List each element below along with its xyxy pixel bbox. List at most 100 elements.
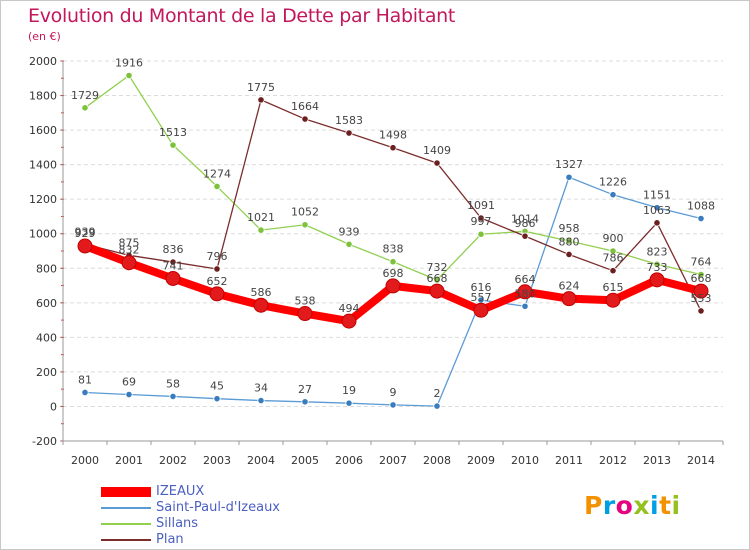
proxiti-logo: Proxiti [584,491,681,520]
data-label: 986 [515,217,536,230]
data-label: 2 [434,387,441,400]
data-point [81,388,89,397]
data-point [653,219,661,227]
legend-item-plan: Plan [101,532,361,547]
data-label: 1151 [643,189,671,202]
legend-swatch-plan [101,539,151,541]
data-point [81,104,89,112]
y-tick-label: 1800 [29,90,57,103]
data-point [609,191,617,199]
logo-letter: x [633,491,650,520]
data-label: 838 [383,243,404,256]
data-label: 615 [603,281,624,294]
y-tick-label: 1200 [29,193,57,206]
data-point [209,286,225,302]
data-point [169,392,177,401]
data-point [257,226,265,234]
legend-swatch-saint-paul [101,507,151,509]
data-label: 652 [207,275,228,288]
data-point [345,240,353,248]
data-point [165,270,181,286]
data-point [125,390,133,399]
x-tick-label: 2014 [687,454,715,467]
data-label: 1052 [291,206,319,219]
data-label: 557 [471,291,492,304]
legend-item-izeaux: IZEAUX [101,484,361,499]
legend-item-saint-paul: Saint-Paul-d'Izeaux [101,500,361,515]
x-tick-label: 2000 [71,454,99,467]
data-point [517,284,533,300]
data-point [169,258,177,266]
data-label: 1513 [159,126,187,139]
data-label: 27 [298,383,312,396]
data-label: 668 [691,272,712,285]
x-tick-label: 2013 [643,454,671,467]
data-point [257,96,265,104]
data-point [253,297,269,313]
data-label: 538 [295,295,316,308]
y-tick-label: 1600 [29,124,57,137]
data-point [345,399,353,407]
data-label: 81 [78,373,92,386]
data-point [385,278,401,294]
data-point [649,272,665,288]
data-label: 698 [383,267,404,280]
data-point [433,276,441,284]
data-label: 1226 [599,176,627,189]
x-tick-label: 2002 [159,454,187,467]
x-tick-label: 2004 [247,454,275,467]
data-point [609,247,617,255]
data-point [693,283,709,299]
x-tick-label: 2007 [379,454,407,467]
data-point [697,214,705,223]
data-point [301,398,309,406]
y-tick-label: 400 [36,331,57,344]
x-tick-label: 2010 [511,454,539,467]
data-label: 34 [254,382,268,395]
data-point [345,129,353,137]
data-point [477,214,485,222]
data-point [521,232,529,240]
data-label: 553 [691,292,712,305]
data-label: 1088 [687,200,715,213]
data-label: 1063 [643,204,671,217]
data-point [433,159,441,167]
data-point [341,313,357,329]
data-label: 45 [210,380,224,393]
data-label: 900 [603,232,624,245]
data-point [697,270,705,279]
data-point [77,238,93,254]
y-tick-label: 1000 [29,228,57,241]
data-point [257,396,265,405]
data-label: 832 [119,244,140,257]
legend-item-sillans: Sillans [101,516,361,531]
data-label: 494 [339,302,360,315]
data-label: 997 [471,215,492,228]
data-label: 9 [390,386,397,399]
data-point [301,221,309,229]
data-label: 1916 [115,57,143,70]
data-label: 1583 [335,114,363,127]
data-point [565,173,573,181]
y-tick-label: 2000 [29,55,57,68]
data-point [169,141,177,149]
data-point [213,395,221,403]
data-point [389,144,397,152]
data-label: 764 [691,255,712,268]
data-point [697,307,705,315]
data-point [213,265,221,273]
logo-letter: t [659,491,672,520]
x-tick-label: 2003 [203,454,231,467]
data-label: 741 [163,259,184,272]
x-tick-label: 2001 [115,454,143,467]
data-point [565,237,573,245]
legend-swatch-izeaux [101,487,151,497]
logo-letter: o [615,491,634,520]
x-tick-label: 2005 [291,454,319,467]
logo-letter: P [584,491,603,520]
data-point [297,306,313,322]
data-label: 580 [515,287,536,300]
data-label: 929 [75,227,96,240]
data-point [561,291,577,307]
data-label: 958 [559,222,580,235]
